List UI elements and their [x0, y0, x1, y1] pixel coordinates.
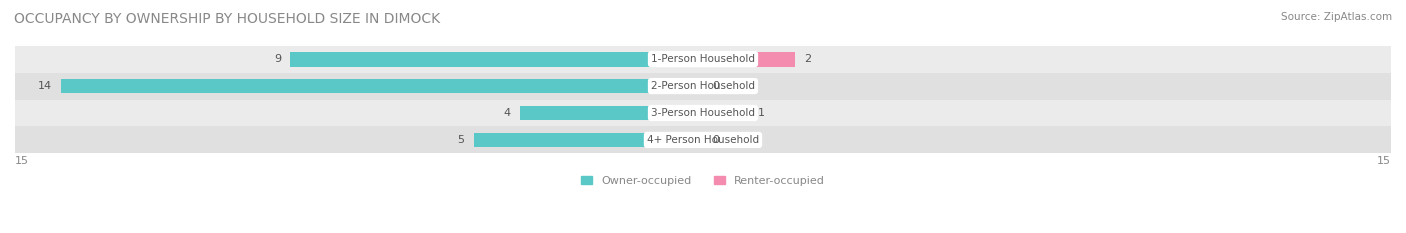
Text: 9: 9	[274, 54, 281, 64]
Legend: Owner-occupied, Renter-occupied: Owner-occupied, Renter-occupied	[576, 171, 830, 190]
Text: 15: 15	[15, 156, 30, 166]
Bar	[15, 46, 1391, 73]
Text: 2-Person Household: 2-Person Household	[651, 81, 755, 91]
Bar	[290, 52, 703, 67]
Bar	[15, 127, 1391, 153]
Text: 3-Person Household: 3-Person Household	[651, 108, 755, 118]
Text: 1: 1	[758, 108, 765, 118]
Text: OCCUPANCY BY OWNERSHIP BY HOUSEHOLD SIZE IN DIMOCK: OCCUPANCY BY OWNERSHIP BY HOUSEHOLD SIZE…	[14, 12, 440, 26]
Bar	[703, 106, 749, 120]
Text: 4+ Person Household: 4+ Person Household	[647, 135, 759, 145]
Text: 15: 15	[1376, 156, 1391, 166]
Text: 4: 4	[503, 108, 510, 118]
Text: 14: 14	[38, 81, 52, 91]
Text: 0: 0	[713, 81, 720, 91]
Text: 1-Person Household: 1-Person Household	[651, 54, 755, 64]
Bar	[520, 106, 703, 120]
Bar	[60, 79, 703, 93]
Text: Source: ZipAtlas.com: Source: ZipAtlas.com	[1281, 12, 1392, 22]
Text: 2: 2	[804, 54, 811, 64]
Bar	[15, 73, 1391, 99]
Text: 0: 0	[713, 135, 720, 145]
Bar	[703, 52, 794, 67]
Bar	[15, 99, 1391, 127]
Text: 5: 5	[457, 135, 464, 145]
Bar	[474, 133, 703, 147]
